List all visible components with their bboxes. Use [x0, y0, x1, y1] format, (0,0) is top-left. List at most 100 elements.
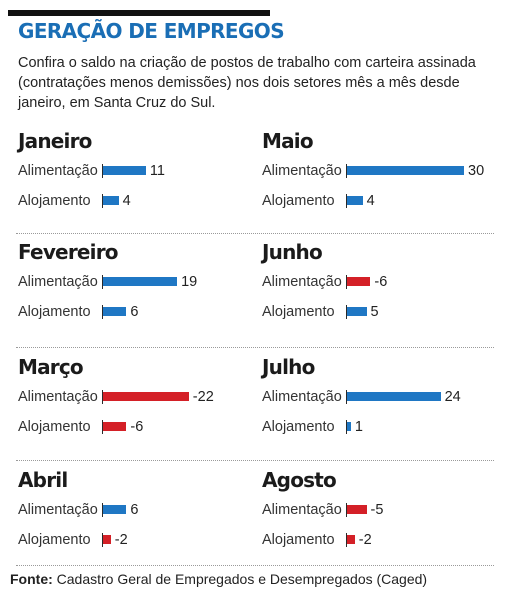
category-label: Alimentação [18, 163, 98, 179]
month-title: Junho [262, 240, 323, 264]
bar [347, 392, 441, 401]
panel-julho: Julho Alimentação 24 Alojamento 1 [262, 355, 507, 465]
category-label: Alimentação [262, 389, 342, 405]
category-label: Alojamento [18, 304, 91, 320]
zero-axis [102, 275, 103, 289]
row-divider [16, 565, 494, 566]
row-divider [16, 233, 494, 234]
bar [347, 535, 355, 544]
zero-axis [102, 164, 103, 178]
panel-maio: Maio Alimentação 30 Alojamento 4 [262, 129, 507, 239]
panel-agosto: Agosto Alimentação -5 Alojamento -2 [262, 468, 507, 578]
data-label: 24 [444, 389, 461, 405]
data-label: 4 [122, 193, 131, 209]
category-label: Alojamento [18, 193, 91, 209]
month-title: Abril [18, 468, 68, 492]
data-label: 5 [370, 304, 379, 320]
bar [103, 277, 178, 286]
row-divider [16, 347, 494, 348]
category-label: Alojamento [262, 532, 335, 548]
category-label: Alimentação [262, 163, 342, 179]
month-title: Julho [262, 355, 315, 379]
bar-row: Alimentação 30 [262, 161, 507, 181]
month-title: Maio [262, 129, 314, 153]
source-text: Cadastro Geral de Empregados e Desempreg… [52, 571, 428, 587]
bar-row: Alimentação -22 [18, 387, 263, 407]
category-label: Alojamento [262, 193, 335, 209]
source-label: Fonte: [10, 571, 53, 587]
bar-row: Alojamento 4 [262, 191, 507, 211]
bar-row: Alojamento -2 [18, 530, 263, 550]
zero-axis [102, 390, 103, 404]
bar [347, 196, 363, 205]
data-label: -2 [358, 532, 372, 548]
zero-axis [346, 390, 347, 404]
zero-axis [102, 533, 103, 547]
zero-axis [346, 305, 347, 319]
data-label: 1 [354, 419, 363, 435]
zero-axis [346, 420, 347, 434]
bar-row: Alimentação 19 [18, 272, 263, 292]
bar [347, 307, 367, 316]
bar-row: Alojamento 1 [262, 417, 507, 437]
bar [103, 196, 119, 205]
bar [347, 277, 371, 286]
bar [103, 505, 127, 514]
month-title: Agosto [262, 468, 337, 492]
data-label: 30 [468, 163, 485, 179]
panel-fevereiro: Fevereiro Alimentação 19 Alojamento 6 [18, 240, 263, 350]
data-label: -6 [374, 274, 388, 290]
category-label: Alojamento [18, 532, 91, 548]
zero-axis [346, 275, 347, 289]
bar [347, 505, 367, 514]
zero-axis [346, 164, 347, 178]
bar [103, 392, 189, 401]
category-label: Alimentação [262, 502, 342, 518]
zero-axis [102, 503, 103, 517]
bar-row: Alojamento -2 [262, 530, 507, 550]
bar [103, 166, 146, 175]
bar [103, 307, 127, 316]
bar-row: Alojamento 6 [18, 302, 263, 322]
month-title: Fevereiro [18, 240, 119, 264]
month-title: Março [18, 355, 84, 379]
panel-junho: Junho Alimentação -6 Alojamento 5 [262, 240, 507, 350]
bar [103, 535, 111, 544]
category-label: Alimentação [18, 389, 98, 405]
bar-row: Alojamento 5 [262, 302, 507, 322]
data-label: -22 [192, 389, 214, 405]
bar-row: Alimentação -5 [262, 500, 507, 520]
bar [103, 422, 127, 431]
panel-março: Março Alimentação -22 Alojamento -6 [18, 355, 263, 465]
category-label: Alimentação [262, 274, 342, 290]
panel-abril: Abril Alimentação 6 Alojamento -2 [18, 468, 263, 578]
bar [347, 422, 351, 431]
zero-axis [346, 533, 347, 547]
chart-subtitle: Confira o saldo na criação de postos de … [18, 55, 476, 111]
data-label: -2 [114, 532, 128, 548]
row-divider [16, 460, 494, 461]
category-label: Alimentação [18, 274, 98, 290]
data-label: 19 [181, 274, 198, 290]
bar-row: Alojamento -6 [18, 417, 263, 437]
zero-axis [346, 503, 347, 517]
data-label: 6 [130, 502, 139, 518]
bar-row: Alimentação 24 [262, 387, 507, 407]
bar-row: Alimentação 11 [18, 161, 263, 181]
zero-axis [102, 305, 103, 319]
month-title: Janeiro [18, 129, 92, 153]
data-label: -6 [130, 419, 144, 435]
data-label: 11 [149, 163, 165, 179]
zero-axis [346, 194, 347, 208]
data-label: -5 [370, 502, 384, 518]
title-rule [8, 10, 270, 16]
category-label: Alimentação [18, 502, 98, 518]
panel-janeiro: Janeiro Alimentação 11 Alojamento 4 [18, 129, 263, 239]
category-label: Alojamento [262, 419, 335, 435]
bar-row: Alimentação -6 [262, 272, 507, 292]
chart-title: GERAÇÃO DE EMPREGOS [18, 19, 285, 43]
data-label: 4 [366, 193, 375, 209]
data-label: 6 [130, 304, 139, 320]
zero-axis [102, 420, 103, 434]
category-label: Alojamento [18, 419, 91, 435]
